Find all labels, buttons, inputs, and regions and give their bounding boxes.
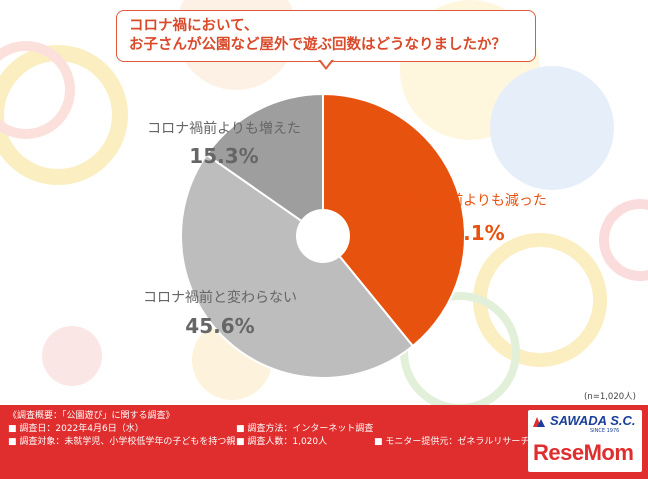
survey-target: ■ 調査対象：未就学児、小学校低学年の子どもを持つ親 [8,437,236,447]
sample-size-note: (n=1,020人) [584,392,636,402]
question-line-1: コロナ禍において、 [129,18,259,34]
question-box-pointer-fill [320,59,332,67]
deco-circle-yellow-right [473,233,607,367]
deco-circle-pink-right [599,199,648,281]
donut-hole [297,210,349,262]
sawada-logo-text: SAWADA S.C. [550,413,636,428]
question-box: コロナ禍において、 お子さんが公園など屋外で遊ぶ回数はどうなりましたか？ [116,10,536,62]
slice-value-label: 15.3% [189,144,258,168]
logo-panel [528,410,642,472]
deco-circle-blue-right [490,66,614,190]
survey-monitor: ■ モニター提供元：ゼネラルリサーチ [374,437,530,447]
survey-date: ■ 調査日：2022年4月6日（水） [8,424,144,434]
slice-value-label: 45.6% [185,314,254,338]
slice-label: コロナ禍前よりも減った [393,192,547,209]
slice-label: コロナ禍前と変わらない [143,289,297,306]
survey-overview: 《調査概要：「公園遊び」に関する調査》 [8,411,175,421]
sawada-logo-mark [533,417,545,427]
donut-chart-labels: コロナ禍前よりも減った 39.1% コロナ禍前と変わらない 45.6% コロナ禍前よりも… [143,120,547,338]
slice-label: コロナ禍前よりも増えた [147,120,301,137]
deco-circle-pink-left [0,41,75,139]
resemom-logo: ReseMom [533,440,634,465]
question-line-2: お子さんが公園など屋外で遊ぶ回数はどうなりましたか？ [129,37,506,53]
slice-value-label: 39.1% [435,221,504,245]
survey-method: ■ 調査方法：インターネット調査 [236,424,374,434]
survey-count: ■ 調査人数：1,020人 [236,437,328,447]
donut-chart [180,92,466,379]
sawada-since-text: SINCE 1976 [590,428,620,434]
deco-circle-pink-bottom [42,326,102,386]
